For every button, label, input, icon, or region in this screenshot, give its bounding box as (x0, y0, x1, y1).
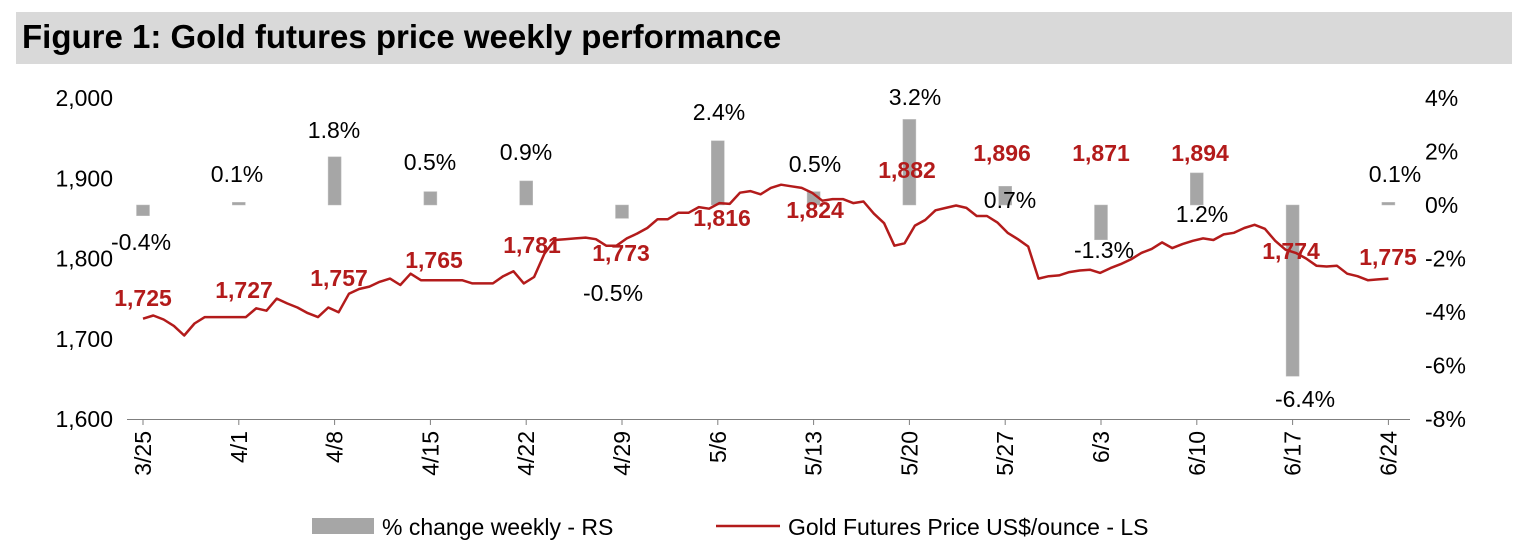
price-data-label: 1,894 (1171, 140, 1229, 166)
weekly-change-bar (232, 202, 246, 206)
x-axis-tick-label: 6/10 (1184, 431, 1210, 476)
bar-data-label: -6.4% (1275, 386, 1335, 412)
gold-price-line (142, 183, 1389, 337)
right-axis-tick-label: 0% (1425, 192, 1458, 218)
right-axis-tick-label: -2% (1425, 246, 1466, 272)
weekly-change-bar (327, 156, 342, 206)
x-axis-tick-label: 4/15 (417, 431, 443, 476)
x-axis-tick-label: 4/29 (609, 431, 635, 476)
figure-title-bar: Figure 1: Gold futures price weekly perf… (16, 12, 1512, 64)
x-axis-tick-label: 6/24 (1375, 431, 1401, 476)
x-axis-tick-label: 5/13 (801, 431, 827, 476)
weekly-change-bar (519, 180, 533, 206)
price-data-label: 1,781 (503, 232, 561, 258)
price-data-label: 1,896 (973, 140, 1031, 166)
right-axis-tick-label: -4% (1425, 299, 1466, 325)
left-axis-tick-label: 1,700 (55, 326, 113, 352)
bar-data-label: -0.5% (583, 280, 643, 306)
legend-bar-label: % change weekly - RS (382, 514, 613, 540)
bar-data-label: 0.5% (789, 151, 841, 177)
bar-data-label: 0.9% (500, 139, 552, 165)
x-axis-tick-label: 5/27 (992, 431, 1018, 476)
price-data-label: 1,774 (1262, 238, 1320, 264)
x-axis-tick-label: 4/22 (513, 431, 539, 476)
price-data-label: 1,775 (1359, 244, 1417, 270)
bar-data-label: -0.4% (111, 229, 171, 255)
bar-data-label: 3.2% (889, 84, 941, 110)
bar-data-label: 2.4% (693, 99, 745, 125)
price-data-label: 1,871 (1072, 140, 1130, 166)
weekly-change-bar (1094, 204, 1108, 241)
right-axis-tick-label: -8% (1425, 406, 1466, 432)
x-axis-tick-label: 3/25 (130, 431, 156, 476)
weekly-change-bar (1381, 202, 1396, 206)
price-data-label: 1,727 (215, 277, 273, 303)
price-data-label: 1,765 (405, 247, 463, 273)
x-axis-tick-label: 6/3 (1088, 431, 1114, 463)
weekly-change-bar (998, 186, 1012, 206)
x-axis-tick-label: 4/8 (322, 431, 348, 463)
bar-data-label: -1.3% (1074, 237, 1134, 263)
x-axis-tick-label: 5/20 (896, 431, 922, 476)
legend-bar-swatch (312, 518, 374, 534)
bar-data-label: 0.1% (1369, 161, 1421, 187)
bar-data-label: 0.1% (211, 161, 263, 187)
bar-data-label: 1.8% (308, 117, 360, 143)
right-axis-tick-label: 2% (1425, 139, 1458, 165)
weekly-change-bar (615, 204, 629, 219)
weekly-change-bar (902, 119, 917, 206)
x-axis-tick-label: 5/6 (705, 431, 731, 463)
weekly-change-bar (1285, 204, 1300, 377)
right-axis-tick-label: -6% (1425, 353, 1466, 379)
legend-line-label: Gold Futures Price US$/ounce - LS (788, 514, 1149, 540)
weekly-change-bar (136, 204, 150, 216)
weekly-change-bar (423, 191, 438, 206)
weekly-change-bar (711, 140, 725, 206)
bar-data-label: 0.7% (984, 187, 1036, 213)
figure-title: Figure 1: Gold futures price weekly perf… (22, 18, 782, 55)
price-data-label: 1,824 (786, 197, 844, 223)
weekly-change-bar (1190, 172, 1204, 206)
left-axis-tick-label: 2,000 (55, 85, 113, 111)
x-axis-tick-label: 6/17 (1280, 431, 1306, 476)
x-axis-tick-label: 4/1 (226, 431, 252, 463)
bar-data-label: 1.2% (1176, 201, 1228, 227)
bar-data-label: 0.5% (404, 149, 456, 175)
price-data-label: 1,757 (310, 265, 368, 291)
price-data-label: 1,773 (592, 240, 650, 266)
price-data-label: 1,725 (114, 285, 172, 311)
price-data-label: 1,882 (878, 157, 936, 183)
price-data-label: 1,816 (693, 205, 751, 231)
left-axis-tick-label: 1,800 (55, 246, 113, 272)
left-axis-tick-label: 1,900 (55, 165, 113, 191)
left-axis-tick-label: 1,600 (55, 406, 113, 432)
right-axis-tick-label: 4% (1425, 85, 1458, 111)
